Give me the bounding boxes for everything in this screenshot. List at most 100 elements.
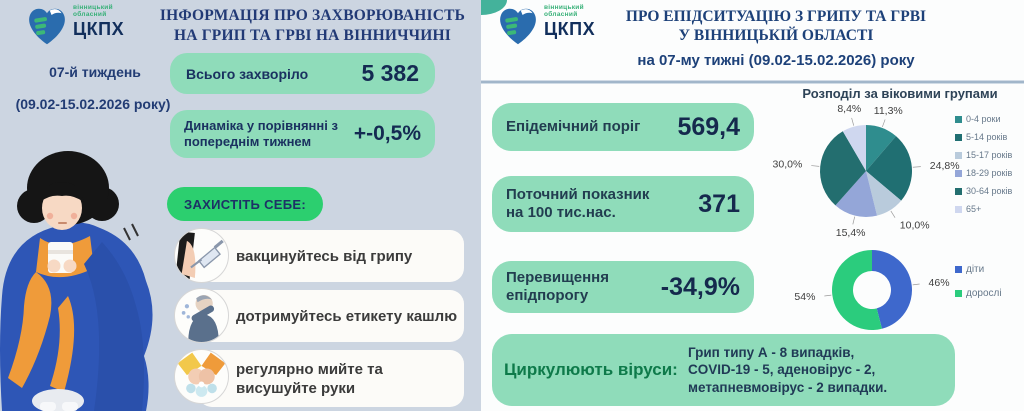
stat-dynamics-label: Динаміка у порівнянні з попереднім тижне… [184,118,338,149]
tip-text: вакцинуйтесь від грипу [236,247,413,265]
org-name-line2: обласний [73,11,107,18]
org-logo: вінницький обласний ЦКПХ [26,4,124,48]
sick-woman-illustration [0,151,153,411]
pie-slice-label: 30,0% [773,159,803,171]
pie-slice-label: 15,4% [836,227,866,239]
viruses-label: Циркулюють віруси: [504,360,678,379]
viruses-detail: Грип типу А - 8 випадків, COVID-19 - 5, … [688,344,888,395]
stat-current-rate-pill: Поточний показник на 100 тис.нас. 371 [492,176,754,232]
stat-value: 569,4 [677,112,740,141]
tip-text: регулярно мийте та висушуйте руки [236,360,383,397]
label-leader-line [824,294,832,297]
pie-slice [872,250,913,329]
legend-marker [955,187,962,195]
page-title: ПРО ЕПІДСИТУАЦІЮ З ГРИПУ ТА ГРВІ У ВІННИ… [576,7,976,69]
legend-marker [955,205,962,213]
stat-threshold-excess-pill: Перевищення епідпорогу -34,9% [492,261,754,313]
age-pie-and-children-donut-charts: 11,3% 24,8% 10,0% 15,4% 30,0% 8,4% 46% 54% [773,103,960,330]
tip-card-handwash: регулярно мийте та висушуйте руки [198,350,464,407]
legend-label: 65+ [966,204,982,214]
period-label: (09.02-15.02.2026 року) [15,96,171,112]
pie-slice-label: 24,8% [930,160,960,172]
legend-item: дорослі [955,288,1002,299]
stat-dynamics-value: +-0,5% [353,122,421,145]
legend-label: 15-17 років [966,150,1013,160]
legend-label: 5-14 років [966,132,1008,142]
pie-slice-label: 11,3% [874,105,903,117]
pie-slice-label: 8,4% [837,103,861,115]
page-title: ІНФОРМАЦІЯ ПРО ЗАХВОРЮВАНІСТЬ НА ГРИП ТА… [150,6,475,46]
tip-text: дотримуйтесь етикету кашлю [236,307,458,325]
pie-slice [866,171,902,216]
stat-value: 371 [698,189,740,218]
org-name-line1: вінницький [544,4,584,11]
label-leader-line [912,166,921,168]
stat-epidemic-threshold-pill: Епідемічний поріг 569,4 [492,103,754,151]
legend-item: 0-4 роки [955,114,1012,124]
age-chart-legend: 0-4 роки 5-14 років 15-17 років 18-29 років… [955,114,1012,222]
legend-item: 65+ [955,204,1012,214]
right-panel: вінницький обласний ЦКПХ ПРО ЕПІДСИТУАЦІ… [481,0,1024,411]
circulating-viruses-pill: Циркулюють віруси: Грип типу А - 8 випад… [492,334,955,406]
org-acronym: ЦКПХ [544,19,596,39]
heart-shield-logo-icon [29,8,65,45]
stat-total-value: 5 382 [361,60,419,86]
page-title-line2: У ВІННИЦЬКІЙ ОБЛАСТІ [678,27,874,44]
org-name-line1: вінницький [73,4,113,11]
pie-slice [835,171,878,217]
label-leader-line [912,283,920,286]
heart-shield-logo-icon [500,8,536,45]
label-leader-line [852,216,856,225]
pie-slice [866,125,897,171]
page-subtitle: на 07-му тижні (09.02-15.02.2026) року [637,52,915,69]
page-title-line1: ІНФОРМАЦІЯ ПРО ЗАХВОРЮВАНІСТЬ [159,7,466,24]
left-panel: вінницький обласний ЦКПХ ІНФОРМАЦІЯ ПРО … [0,0,481,411]
legend-item: діти [955,264,1002,275]
legend-marker [955,115,962,123]
age-chart-title: Розподіл за віковими групами [802,86,998,101]
org-acronym: ЦКПХ [73,19,125,39]
legend-item: 30-64 років [955,186,1012,196]
legend-item: 15-17 років [955,150,1012,160]
stat-label: Поточний показник на 100 тис.нас. [506,186,650,221]
tip-card-vaccinate: вакцинуйтесь від грипу [198,230,464,282]
legend-marker [955,290,962,297]
pie-slice-label: 10,0% [900,219,930,231]
legend-item: 18-29 років [955,168,1012,178]
legend-marker [955,169,962,177]
legend-marker [955,266,962,273]
protect-yourself-header: ЗАХИСТІТЬ СЕБЕ: [167,187,323,221]
stat-label: Епідемічний поріг [506,118,641,135]
pie-slice-label: 54% [794,291,815,303]
header-divider [481,80,1024,84]
children-adults-legend: діти дорослі [955,264,1002,312]
syringe-icon [174,228,229,283]
label-leader-line [882,119,886,128]
legend-marker [955,133,962,141]
stat-total-pill: Всього захворіло 5 382 [170,53,435,94]
legend-label: діти [966,264,985,275]
org-name-line2: обласний [544,11,578,18]
pie-slice [842,125,866,171]
legend-label: 0-4 роки [966,114,1001,124]
pie-slice [866,136,912,201]
handwash-icon [174,349,229,404]
tip-card-cough: дотримуйтесь етикету кашлю [198,290,464,342]
legend-label: 18-29 років [966,168,1013,178]
label-leader-line [851,117,855,126]
page-title-line1: ПРО ЕПІДСИТУАЦІЮ З ГРИПУ ТА ГРВІ [625,8,927,25]
pie-slice-label: 46% [929,277,950,289]
label-leader-line [890,210,896,218]
stat-value: -34,9% [660,272,740,301]
legend-marker [955,151,962,159]
pie-slice [832,250,882,330]
page-title-line2: НА ГРИП ТА ГРВІ НА ВІННИЧЧИНІ [173,27,451,44]
stat-label: Перевищення епідпорогу [506,269,609,304]
pie-slice [820,131,866,206]
week-label: 07-й тиждень [49,64,141,80]
legend-item: 5-14 років [955,132,1012,142]
org-logo: вінницький обласний ЦКПХ [497,4,595,48]
legend-label: дорослі [966,288,1002,299]
stat-total-label: Всього захворіло [186,65,309,82]
